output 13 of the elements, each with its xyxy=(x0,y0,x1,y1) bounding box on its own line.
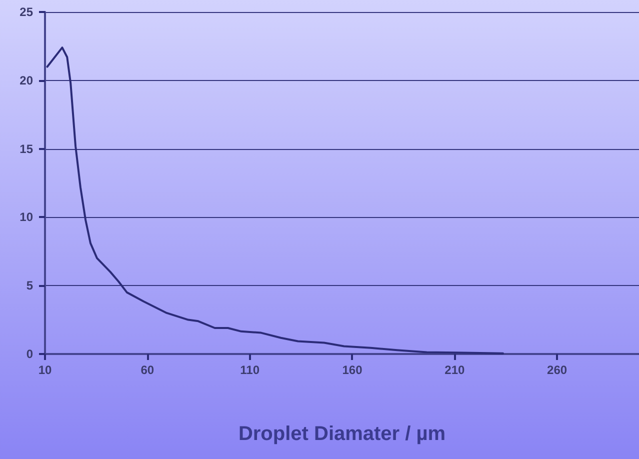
x-tick-label: 60 xyxy=(140,363,154,377)
x-tick-label: 260 xyxy=(547,363,568,377)
y-tick-label: 0 xyxy=(26,347,34,361)
x-axis-title: Droplet Diamater / µm xyxy=(238,423,446,445)
y-tick-label: 10 xyxy=(20,210,34,224)
x-tick-label: 10 xyxy=(38,363,52,377)
y-tick-label: 20 xyxy=(20,73,34,88)
x-tick-label: 110 xyxy=(240,363,260,377)
y-tick-label: 15 xyxy=(20,142,34,156)
y-tick-label: 25 xyxy=(20,5,34,19)
x-tick-label: 160 xyxy=(342,363,363,377)
x-tick-label: 210 xyxy=(444,363,465,377)
y-tick-label: 5 xyxy=(26,278,34,293)
